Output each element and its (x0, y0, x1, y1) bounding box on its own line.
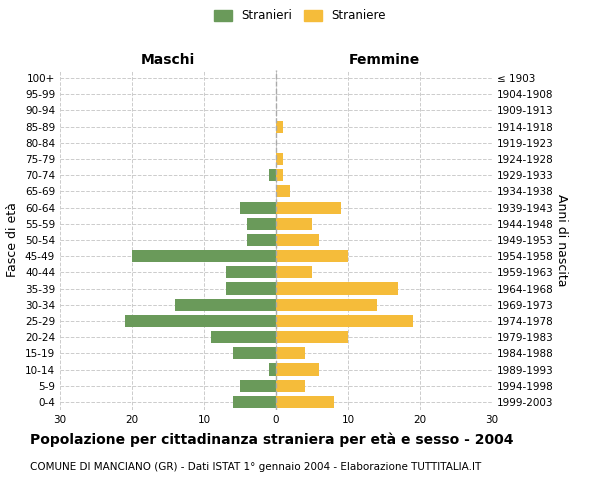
Bar (226, 282, 276, 294)
Bar (276, 380, 305, 392)
Bar (276, 298, 377, 311)
Bar (276, 250, 348, 262)
Bar (276, 202, 341, 213)
Bar (276, 266, 312, 278)
Legend: Stranieri, Straniere: Stranieri, Straniere (211, 6, 389, 26)
Bar (240, 202, 276, 213)
Text: Popolazione per cittadinanza straniera per età e sesso - 2004: Popolazione per cittadinanza straniera p… (30, 432, 514, 447)
Bar (276, 348, 305, 360)
Bar (233, 348, 276, 360)
Bar (276, 331, 348, 343)
Bar (269, 364, 276, 376)
Bar (276, 315, 413, 327)
Bar (226, 266, 276, 278)
Bar (211, 331, 276, 343)
Bar (276, 234, 319, 246)
Bar (247, 218, 276, 230)
Bar (269, 169, 276, 181)
Bar (240, 380, 276, 392)
Bar (175, 298, 276, 311)
Text: Femmine: Femmine (349, 54, 419, 68)
Text: Maschi: Maschi (141, 54, 195, 68)
Text: COMUNE DI MANCIANO (GR) - Dati ISTAT 1° gennaio 2004 - Elaborazione TUTTITALIA.I: COMUNE DI MANCIANO (GR) - Dati ISTAT 1° … (30, 462, 481, 472)
Bar (276, 120, 283, 132)
Bar (276, 186, 290, 198)
Bar (276, 153, 283, 165)
Bar (276, 218, 312, 230)
Bar (276, 396, 334, 408)
Bar (233, 396, 276, 408)
Y-axis label: Anni di nascita: Anni di nascita (554, 194, 568, 286)
Y-axis label: Fasce di età: Fasce di età (7, 202, 19, 278)
Bar (132, 250, 276, 262)
Bar (276, 169, 283, 181)
Bar (125, 315, 276, 327)
Bar (247, 234, 276, 246)
Bar (276, 364, 319, 376)
Bar (276, 282, 398, 294)
